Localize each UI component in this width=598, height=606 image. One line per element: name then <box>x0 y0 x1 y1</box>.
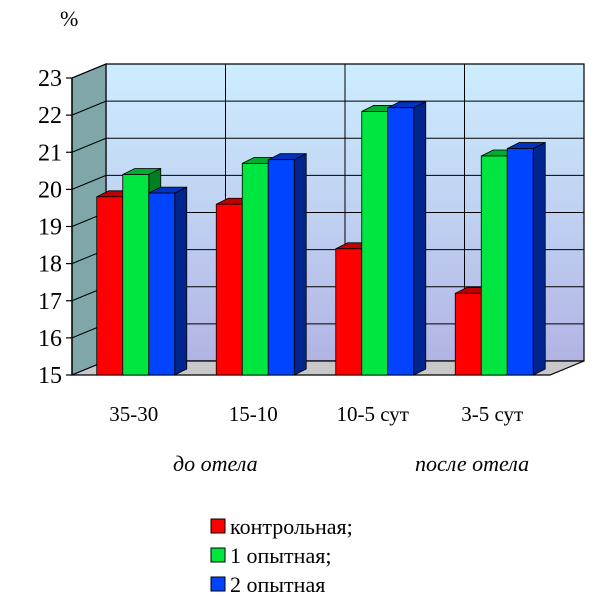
bar-front <box>454 292 482 376</box>
bar-front <box>96 196 124 376</box>
y-tick-label: 22 <box>38 103 62 129</box>
x-axis-categories: 35-30 15-10 10-5 сут 3-5 сут <box>109 402 523 426</box>
category-label: 35-30 <box>109 402 158 426</box>
unit-label: % <box>60 6 78 31</box>
y-tick-label: 23 <box>38 66 62 92</box>
bar-front <box>267 159 295 376</box>
bar <box>148 186 188 376</box>
legend-swatch <box>210 518 226 534</box>
bar-side <box>174 186 188 376</box>
legend-label: 1 опытная; <box>230 543 331 568</box>
bar-side <box>532 141 546 376</box>
bar-front <box>215 203 243 376</box>
bar-front <box>122 174 150 376</box>
bar <box>387 101 427 376</box>
legend-label: контрольная; <box>230 514 353 539</box>
y-tick-label: 15 <box>38 363 62 389</box>
bar-side <box>293 153 307 376</box>
bar-front <box>335 248 363 376</box>
y-tick-label: 17 <box>38 289 62 315</box>
legend: контрольная; 1 опытная; 2 опытная <box>210 514 353 597</box>
y-axis-ticks: 15 16 17 18 19 20 21 22 23 <box>38 66 62 389</box>
bars <box>96 101 546 376</box>
legend-label: 2 опытная <box>230 572 325 597</box>
y-tick-label: 18 <box>38 252 62 278</box>
bar-front <box>361 111 389 376</box>
y-tick-label: 21 <box>38 140 62 166</box>
legend-swatch <box>210 547 226 563</box>
period-label-before: до отела <box>173 451 258 476</box>
bar-front <box>241 162 269 376</box>
gridline-diagonal <box>71 100 107 116</box>
bar-front <box>480 155 508 376</box>
bar-side <box>413 101 427 376</box>
y-tick-label: 19 <box>38 215 62 241</box>
gridline-diagonal <box>71 63 107 79</box>
bar-front <box>506 148 534 376</box>
y-tick-label: 16 <box>38 326 62 352</box>
bar <box>267 153 307 376</box>
category-label: 15-10 <box>229 402 278 426</box>
period-label-after: после отела <box>415 451 529 476</box>
gridline-diagonal <box>71 174 107 190</box>
category-label: 10-5 сут <box>337 402 409 426</box>
gridline-diagonal <box>71 137 107 153</box>
bar <box>506 141 546 376</box>
bar-front <box>148 192 176 376</box>
y-tick-label: 20 <box>38 177 62 203</box>
category-label: 3-5 сут <box>461 402 523 426</box>
bar-front <box>387 107 415 376</box>
legend-swatch <box>210 576 226 592</box>
